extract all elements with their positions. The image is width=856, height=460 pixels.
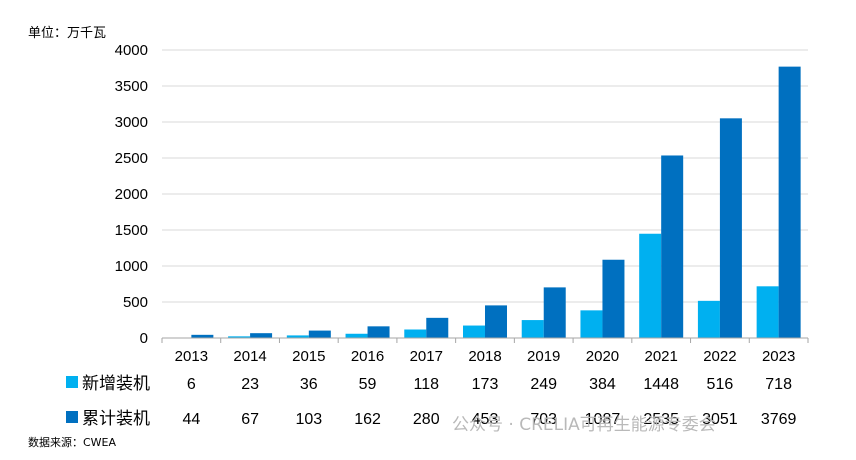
data-label: 67 [241, 411, 259, 428]
x-tick-label: 2015 [292, 348, 325, 365]
y-tick-label: 1500 [115, 222, 148, 239]
data-label: 118 [414, 376, 440, 393]
x-tick-label: 2016 [351, 348, 384, 365]
data-label: 249 [530, 376, 557, 393]
data-label: 162 [354, 411, 381, 428]
bar-cumulative [543, 287, 566, 338]
x-tick-label: 2013 [175, 348, 208, 365]
data-label: 3051 [702, 411, 738, 428]
data-label: 173 [472, 376, 499, 393]
legend-label: 新增装机 [82, 374, 150, 394]
data-label: 453 [472, 411, 499, 428]
data-label: 59 [359, 376, 377, 393]
x-tick-label: 2023 [762, 348, 795, 365]
data-label: 103 [295, 411, 322, 428]
bar-cumulative [367, 326, 390, 338]
y-tick-label: 500 [123, 294, 148, 311]
bar-cumulative [250, 333, 273, 338]
data-label: 1448 [643, 376, 679, 393]
y-tick-label: 3000 [115, 114, 148, 131]
bar-new-installed [639, 233, 662, 338]
grid-lines [162, 49, 808, 303]
x-axis: 2013 2014 2015 2016 2017 2018 2019 2020 2021 2022… [161, 337, 809, 365]
bar-cumulative [308, 330, 331, 338]
data-label: 44 [182, 411, 200, 428]
bar-cumulative [661, 155, 684, 338]
bar-new-installed [345, 333, 368, 338]
y-tick-label: 2000 [115, 186, 148, 203]
y-tick-label: 0 [140, 330, 148, 347]
data-label: 703 [530, 411, 557, 428]
x-tick-label: 2019 [527, 348, 560, 365]
y-tick-label: 2500 [115, 150, 148, 167]
y-tick-label: 4000 [115, 42, 148, 59]
data-label: 718 [765, 376, 792, 393]
data-label: 6 [187, 376, 196, 393]
x-tick-label: 2022 [703, 348, 736, 365]
y-axis: 0 500 1000 1500 2000 2500 3000 3500 4000 [115, 42, 148, 347]
data-label: 1087 [585, 411, 621, 428]
legend-swatch [66, 376, 78, 388]
bar-cumulative [602, 259, 625, 338]
x-tick-label: 2017 [410, 348, 443, 365]
bar-new-installed [697, 300, 720, 338]
legend-swatch [66, 411, 78, 423]
bar-new-installed [580, 310, 603, 338]
data-label: 280 [413, 411, 440, 428]
y-tick-label: 1000 [115, 258, 148, 275]
bar-cumulative [426, 317, 449, 338]
source-label: 数据来源：CWEA [28, 435, 117, 449]
data-table: 新增装机 6 23 36 59 118 173 249 384 1448 516 718 累计装机 44 6… [66, 374, 797, 429]
y-tick-label: 3500 [115, 78, 148, 95]
bar-cumulative [778, 66, 801, 338]
bar-cumulative [191, 334, 214, 338]
bar-new-installed [463, 325, 485, 338]
legend-label: 累计装机 [82, 409, 150, 429]
unit-label: 单位：万千瓦 [28, 26, 106, 41]
data-label: 384 [589, 376, 616, 393]
data-label: 2535 [643, 411, 679, 428]
data-label: 516 [707, 376, 734, 393]
bar-new-installed [286, 335, 309, 338]
x-tick-label: 2021 [644, 348, 677, 365]
data-label: 36 [300, 376, 318, 393]
bar-new-installed [756, 286, 779, 338]
data-label: 3769 [761, 411, 797, 428]
x-tick-label: 2018 [468, 348, 501, 365]
bar-cumulative [485, 305, 507, 338]
bar-new-installed [521, 320, 544, 338]
bar-cumulative [719, 118, 742, 338]
bars [169, 66, 801, 339]
bar-new-installed [228, 336, 251, 338]
data-label: 23 [241, 376, 259, 393]
watermark-text: 公众号 · CRELIA可再生能源专委会 [452, 415, 716, 435]
x-tick-label: 2014 [233, 348, 266, 365]
x-tick-label: 2020 [586, 348, 619, 365]
bar-new-installed [404, 329, 427, 338]
